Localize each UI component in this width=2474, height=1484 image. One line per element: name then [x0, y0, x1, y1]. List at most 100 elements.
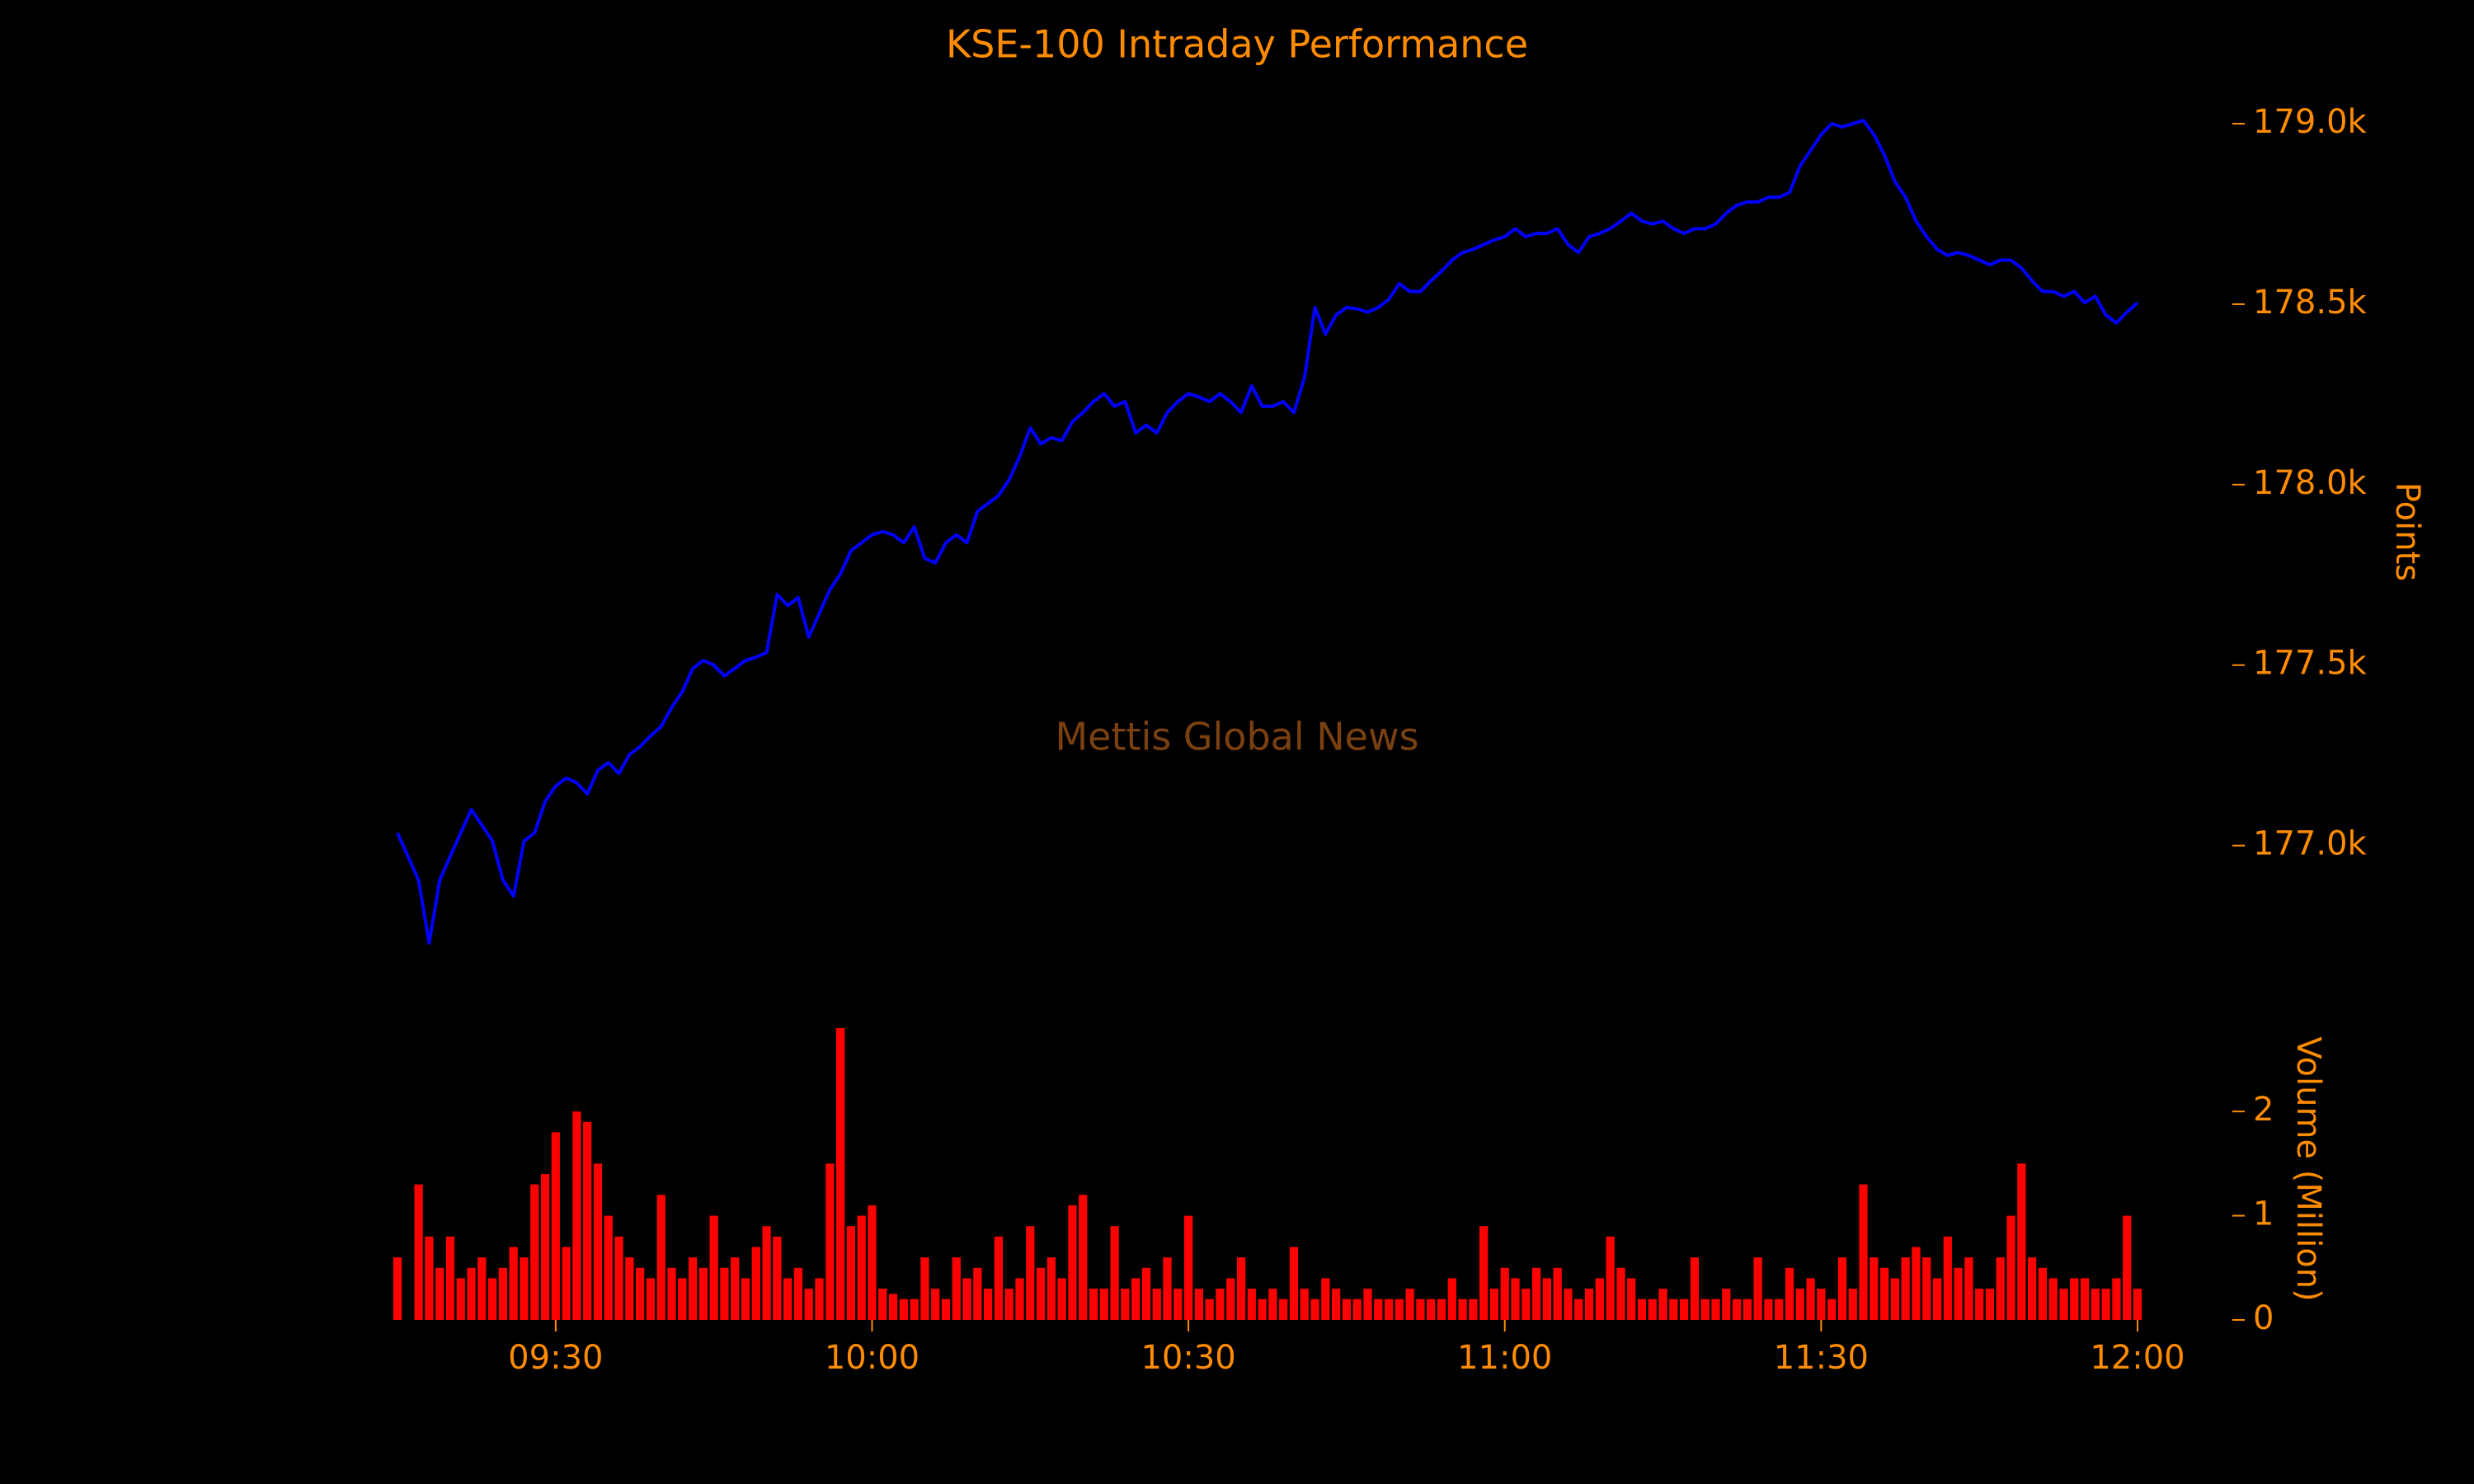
volume-bar — [678, 1278, 687, 1320]
volume-bar — [1121, 1289, 1130, 1320]
volume-bar — [688, 1257, 698, 1320]
volume-bar — [1859, 1184, 1868, 1320]
volume-bar — [646, 1278, 656, 1320]
volume-bar — [1479, 1226, 1489, 1320]
x-tick-label: 12:00 — [2090, 1339, 2185, 1377]
volume-bar — [1711, 1298, 1720, 1320]
volume-bar — [1606, 1236, 1615, 1320]
volume-bar — [1817, 1289, 1826, 1320]
volume-bar — [1458, 1298, 1467, 1320]
volume-bar — [393, 1257, 402, 1320]
volume-bar — [1427, 1298, 1436, 1320]
volume-bar — [2112, 1278, 2121, 1320]
volume-bar — [445, 1236, 455, 1320]
volume-bar — [835, 1028, 845, 1320]
volume-bar — [467, 1267, 476, 1320]
x-tick-label: 09:30 — [508, 1339, 603, 1377]
volume-bar — [1584, 1289, 1594, 1320]
volume-bar — [751, 1247, 760, 1320]
volume-bar — [1542, 1278, 1551, 1320]
volume-bar — [1658, 1289, 1667, 1320]
volume-bar — [1332, 1289, 1341, 1320]
volume-bar — [1680, 1298, 1689, 1320]
volume-bar — [1447, 1278, 1456, 1320]
volume-bar — [698, 1267, 708, 1320]
volume-bar — [1405, 1289, 1414, 1320]
volume-bar — [425, 1236, 434, 1320]
volume-bar — [1975, 1289, 1984, 1320]
volume-bar — [1775, 1298, 1784, 1320]
volume-bar — [910, 1298, 919, 1320]
volume-bar — [1395, 1298, 1404, 1320]
volume-bar — [1352, 1298, 1362, 1320]
volume-bar — [1912, 1247, 1921, 1320]
volume-bar — [1247, 1289, 1256, 1320]
volume-bar — [888, 1294, 898, 1320]
volume-bar — [804, 1289, 813, 1320]
volume-bar — [2133, 1289, 2142, 1320]
volume-bar — [1374, 1298, 1383, 1320]
volume-bar — [1321, 1278, 1330, 1320]
volume-bar — [1753, 1257, 1762, 1320]
volume-bar — [1079, 1195, 1088, 1320]
volume-bar — [1174, 1289, 1183, 1320]
volume-bar — [1932, 1278, 1942, 1320]
volume-bar — [741, 1278, 750, 1320]
volume-bar — [636, 1267, 645, 1320]
volume-bar — [868, 1205, 877, 1320]
volume-bar — [1837, 1257, 1847, 1320]
volume-bar — [878, 1289, 887, 1320]
volume-bar — [1279, 1298, 1288, 1320]
volume-bar — [1879, 1267, 1889, 1320]
volume-bar — [1901, 1257, 1910, 1320]
volume-bar — [1637, 1298, 1647, 1320]
volume-bar — [456, 1278, 465, 1320]
volume-bar — [2080, 1278, 2090, 1320]
y-axis-label: Points — [2388, 482, 2426, 581]
volume-bar — [498, 1267, 507, 1320]
watermark: Mettis Global News — [1055, 715, 1418, 759]
volume-bar — [2091, 1289, 2100, 1320]
volume-bar — [783, 1278, 793, 1320]
volume-bar — [1732, 1298, 1742, 1320]
volume-bar — [1047, 1257, 1056, 1320]
volume-bar — [1152, 1289, 1161, 1320]
volume-bar — [1036, 1267, 1046, 1320]
price-line — [396, 119, 2139, 945]
volume-bar — [1194, 1289, 1203, 1320]
volume-bar — [1795, 1289, 1804, 1320]
volume-bar — [487, 1278, 497, 1320]
volume-bar — [2101, 1289, 2110, 1320]
volume-bar — [1648, 1298, 1657, 1320]
volume-bar — [1954, 1267, 1963, 1320]
volume-bar — [720, 1267, 729, 1320]
volume-bar — [1616, 1267, 1625, 1320]
volume-bar — [1690, 1257, 1700, 1320]
volume-bar — [994, 1236, 1004, 1320]
volume-bar — [2038, 1267, 2048, 1320]
volume-bar — [1226, 1278, 1235, 1320]
volume-bar — [1764, 1298, 1773, 1320]
volume-bar — [962, 1278, 971, 1320]
y-tick-label: 1 — [2253, 1195, 2274, 1233]
volume-bar — [984, 1289, 993, 1320]
chart-title: KSE-100 Intraday Performance — [946, 22, 1528, 67]
volume-bar — [435, 1267, 444, 1320]
y-tick-label: 178.0k — [2253, 464, 2368, 502]
x-tick-label: 11:30 — [1774, 1339, 1869, 1377]
volume-bar — [1531, 1267, 1541, 1320]
volume-bar — [920, 1257, 929, 1320]
volume-bar — [509, 1247, 518, 1320]
volume-bar — [540, 1174, 550, 1320]
volume-bar — [1268, 1289, 1277, 1320]
volume-bar — [667, 1267, 676, 1320]
volume-bar — [1922, 1257, 1931, 1320]
volume-bar — [604, 1215, 613, 1320]
volume-bar — [1289, 1247, 1299, 1320]
volume-bar — [1416, 1298, 1425, 1320]
y-tick-label: 177.5k — [2253, 645, 2368, 683]
y-tick-label: 177.0k — [2253, 825, 2368, 863]
volume-bar — [1384, 1298, 1394, 1320]
volume-bar — [762, 1226, 771, 1320]
